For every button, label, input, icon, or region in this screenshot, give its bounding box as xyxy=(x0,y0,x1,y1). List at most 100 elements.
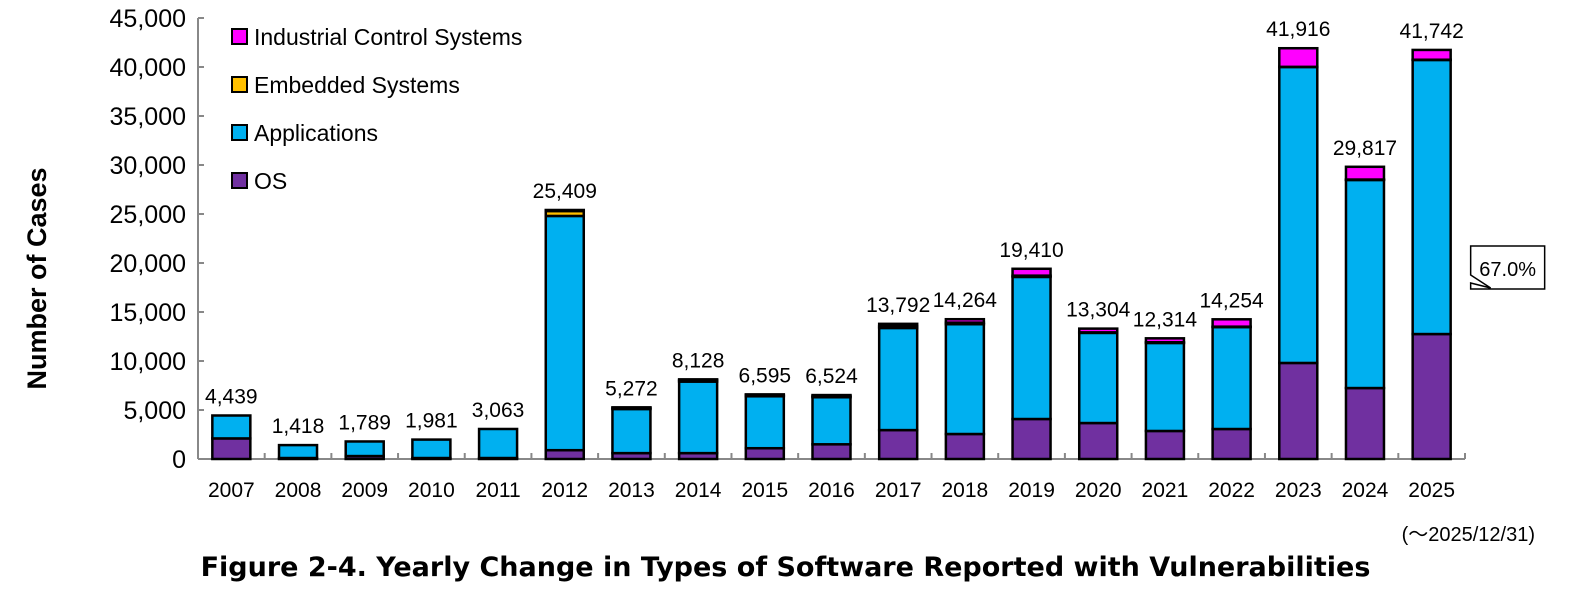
legend-swatch xyxy=(231,28,248,45)
bar-segment-industrial-control-systems xyxy=(811,393,852,398)
bar-segment-applications xyxy=(477,427,519,460)
total-label: 12,314 xyxy=(1133,308,1198,331)
bar-segment-os xyxy=(211,437,252,461)
y-axis-label: Number of Cases xyxy=(22,167,52,389)
total-label: 25,409 xyxy=(533,180,597,203)
legend-swatch xyxy=(231,172,248,189)
stacked-bar-chart: 0 5,000 10,000 15,000 20,000 25,000 30,000 35,0… xyxy=(22,5,1546,502)
legend-swatch xyxy=(231,76,248,93)
bar-segment-applications xyxy=(1011,275,1052,421)
legend-label: Applications xyxy=(254,120,378,146)
total-label: 1,981 xyxy=(405,410,458,433)
x-tick-label: 2025 xyxy=(1408,479,1455,502)
bar-segment-industrial-control-systems xyxy=(1211,318,1252,328)
x-tick-label: 2017 xyxy=(875,479,922,502)
bar-segment-industrial-control-systems xyxy=(1411,48,1452,61)
bar-segment-industrial-control-systems xyxy=(1144,337,1186,344)
bar-segment-applications xyxy=(344,440,385,458)
bar-segment-os xyxy=(811,443,852,461)
callout-label: 67.0% xyxy=(1479,259,1536,281)
x-tick-label: 2007 xyxy=(208,479,255,502)
x-tick-label: 2018 xyxy=(942,479,989,502)
x-tick-label: 2015 xyxy=(741,479,788,502)
bar-segment-os xyxy=(1211,427,1252,461)
total-label: 6,595 xyxy=(739,364,792,387)
legend-label: Embedded Systems xyxy=(254,72,460,98)
x-tick-label: 2009 xyxy=(341,479,388,502)
bar-segment-applications xyxy=(611,407,652,455)
bar-segment-os xyxy=(1011,417,1052,461)
y-tick-label: 15,000 xyxy=(110,299,186,327)
total-label: 5,272 xyxy=(605,377,658,400)
total-label: 14,254 xyxy=(1199,289,1264,312)
bar-segment-industrial-control-systems xyxy=(677,378,719,382)
bar-segment-os xyxy=(744,446,786,461)
bar-segment-os xyxy=(944,432,986,461)
legend-swatch xyxy=(231,124,248,141)
callout-box xyxy=(1469,245,1546,290)
x-tick-label: 2019 xyxy=(1008,479,1055,502)
bar-segment-applications xyxy=(1411,58,1452,336)
bar-segment-os xyxy=(1077,421,1119,461)
total-label: 41,742 xyxy=(1400,20,1464,43)
bar-segment-os xyxy=(1278,361,1319,461)
total-label: 1,789 xyxy=(338,411,391,434)
y-tick-label: 30,000 xyxy=(110,152,186,180)
bar-segment-os xyxy=(1411,332,1452,461)
bar-segment-applications xyxy=(677,380,719,455)
figure-caption: Figure 2-4. Yearly Change in Types of So… xyxy=(200,552,1371,583)
total-label: 19,410 xyxy=(999,239,1063,262)
bar-segment-applications xyxy=(1278,65,1319,365)
x-tick-label: 2014 xyxy=(675,479,722,502)
y-tick-label: 0 xyxy=(172,446,186,474)
bar-segment-applications xyxy=(1144,341,1186,433)
bar-segment-applications xyxy=(877,326,919,432)
x-tick-label: 2022 xyxy=(1208,479,1255,502)
total-label: 8,128 xyxy=(672,349,725,372)
bar-segment-industrial-control-systems xyxy=(1344,165,1386,181)
total-label: 13,792 xyxy=(866,294,930,317)
total-label: 13,304 xyxy=(1066,299,1131,322)
bar-segment-applications xyxy=(544,214,586,452)
y-tick-label: 10,000 xyxy=(110,348,186,376)
bar-segment-industrial-control-systems xyxy=(1011,267,1052,277)
bar-segment-industrial-control-systems xyxy=(611,406,652,410)
bar-segment-applications xyxy=(277,443,319,460)
y-tick-label: 40,000 xyxy=(110,54,186,82)
total-label: 29,817 xyxy=(1333,137,1397,160)
bar-segment-applications xyxy=(744,395,786,450)
bar-segment-industrial-control-systems xyxy=(944,317,986,324)
x-tick-label: 2021 xyxy=(1142,479,1189,502)
x-tick-label: 2016 xyxy=(808,479,855,502)
bar-segment-applications xyxy=(811,396,852,446)
y-tick-label: 25,000 xyxy=(110,201,186,229)
bar-segment-applications xyxy=(411,438,452,460)
bar-segment-applications xyxy=(1211,325,1252,431)
total-label: 3,063 xyxy=(472,399,525,422)
y-tick-label: 45,000 xyxy=(110,5,186,33)
x-tick-label: 2011 xyxy=(475,479,520,502)
bar-segment-industrial-control-systems xyxy=(544,208,586,213)
bar-segment-applications xyxy=(1344,178,1386,390)
x-tick-label: 2024 xyxy=(1342,479,1389,502)
bar-segment-industrial-control-systems xyxy=(1278,46,1319,69)
legend-label: OS xyxy=(254,168,287,194)
y-tick-label: 35,000 xyxy=(110,103,186,131)
total-label: 41,916 xyxy=(1266,18,1330,41)
x-tick-label: 2010 xyxy=(408,479,455,502)
bar-segment-os xyxy=(1144,429,1186,461)
date-note: (～2025/12/31) xyxy=(1401,524,1535,546)
bar-segment-industrial-control-systems xyxy=(1077,327,1119,334)
x-tick-label: 2013 xyxy=(608,479,655,502)
bar-segment-applications xyxy=(211,414,252,440)
total-label: 14,264 xyxy=(933,289,998,312)
x-tick-label: 2008 xyxy=(275,479,322,502)
bar-segment-os xyxy=(544,448,586,461)
y-tick-label: 5,000 xyxy=(123,397,186,425)
bar-segment-industrial-control-systems xyxy=(744,393,786,397)
bar-segment-applications xyxy=(944,323,986,436)
y-tick-label: 20,000 xyxy=(110,250,186,278)
legend-label: Industrial Control Systems xyxy=(254,24,522,50)
bar-segment-os xyxy=(1344,386,1386,461)
